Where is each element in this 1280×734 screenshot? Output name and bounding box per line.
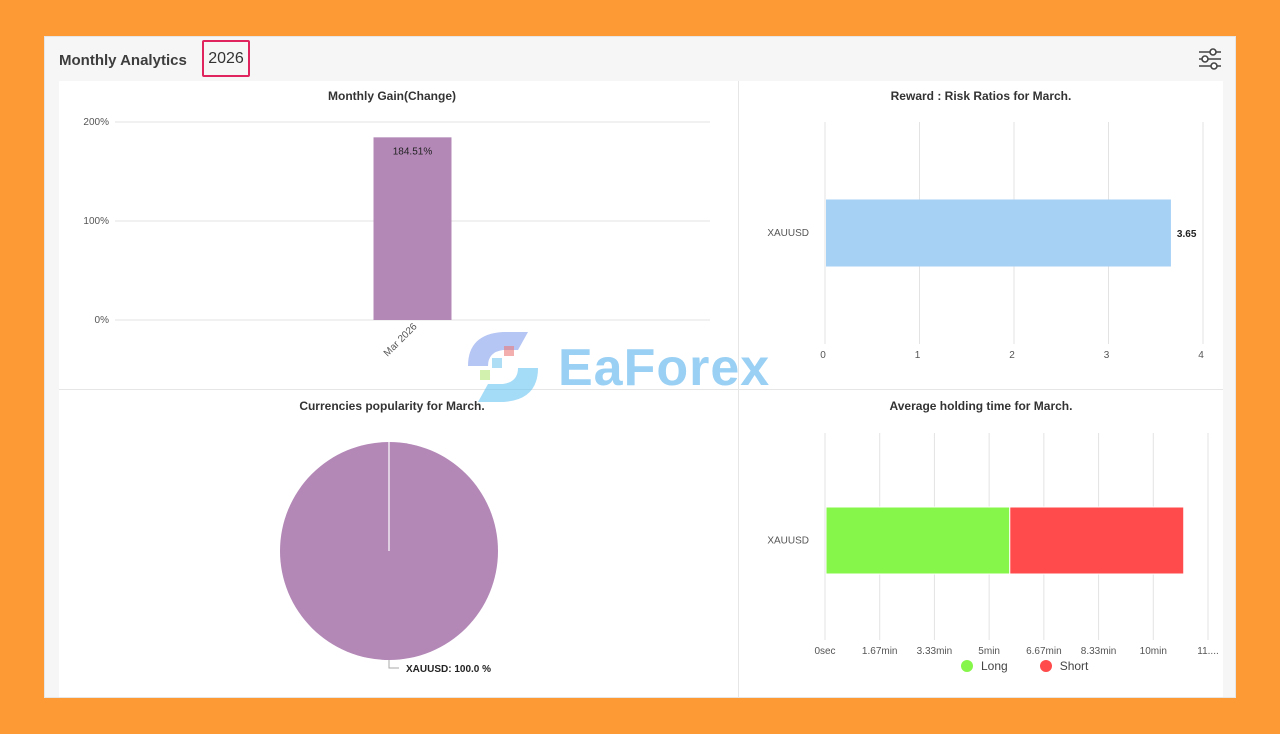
risk-x-tick-label: 0	[820, 350, 826, 361]
risk-x-tick-label: 4	[1198, 350, 1204, 361]
legend-label-long: Long	[981, 659, 1008, 673]
holding-x-tick-label: 11....	[1197, 646, 1219, 657]
year-selector[interactable]: 2026	[202, 40, 250, 77]
panel-title: Monthly Analytics	[59, 52, 187, 69]
currencies-pie-chart: XAUUSD: 100.0 %	[280, 442, 498, 675]
risk-x-tick-label: 1	[915, 350, 921, 361]
monthly-gain-chart: 0%100%200%184.51%Mar 2026	[83, 117, 710, 359]
holding-x-tick-label: 8.33min	[1081, 646, 1117, 657]
holding-y-tick-label: XAUUSD	[767, 536, 809, 547]
holding-time-chart: 0sec 1.67min 3.33min 5min 6.67min 8.33min 10mi…	[767, 433, 1219, 657]
gain-bar-value-label: 184.51%	[393, 146, 433, 157]
holding-legend: Long Short	[961, 659, 1114, 673]
holding-x-tick-label: 3.33min	[917, 646, 953, 657]
holding-x-tick-label: 6.67min	[1026, 646, 1062, 657]
gain-y-tick-label: 100%	[83, 216, 109, 227]
panel-header: Monthly Analytics 2026	[45, 37, 1235, 81]
grid-divider-horizontal	[59, 389, 1223, 390]
pie-slice-label: XAUUSD: 100.0 %	[406, 664, 491, 675]
filter-settings-icon[interactable]	[1197, 47, 1223, 71]
holding-bar-short	[1009, 506, 1185, 575]
pie-label-leader	[388, 660, 399, 669]
legend-dot-long	[961, 660, 973, 672]
charts-grid: Monthly Gain(Change) 0% 100% 200% 184.51% Ma…	[59, 81, 1223, 697]
risk-chart-title: Reward : Risk Ratios for March.	[890, 89, 1072, 103]
risk-bar-value-label: 3.65	[1177, 229, 1197, 240]
risk-x-tick-label: 3	[1104, 350, 1110, 361]
holding-chart-title: Average holding time for March.	[889, 399, 1073, 413]
risk-y-tick-label: XAUUSD	[767, 228, 809, 239]
risk-bar	[826, 199, 1171, 267]
legend-label-short: Short	[1059, 659, 1089, 673]
holding-x-tick-label: 5min	[978, 646, 1000, 657]
monthly-analytics-panel: Monthly Analytics 2026 Monthly Gain(Chan…	[44, 36, 1236, 698]
legend-dot-short	[1039, 660, 1052, 672]
holding-bar-long	[825, 506, 1011, 575]
holding-x-tick-label: 10min	[1140, 646, 1167, 657]
gain-y-tick-label: 0%	[95, 315, 110, 326]
legend-item-short[interactable]: Short	[1039, 659, 1089, 673]
reward-risk-chart: 0 1 2 3 4 3.65 XAUUSD	[767, 122, 1204, 361]
gain-chart-title: Monthly Gain(Change)	[328, 89, 456, 103]
holding-x-tick-label: 1.67min	[862, 646, 898, 657]
risk-x-tick-label: 2	[1009, 350, 1015, 361]
gain-bar	[373, 137, 452, 320]
pie-chart-title: Currencies popularity for March.	[299, 399, 485, 413]
gain-y-tick-label: 200%	[83, 117, 109, 128]
holding-x-tick-label: 0sec	[814, 646, 835, 657]
legend-item-long[interactable]: Long	[961, 659, 1008, 673]
